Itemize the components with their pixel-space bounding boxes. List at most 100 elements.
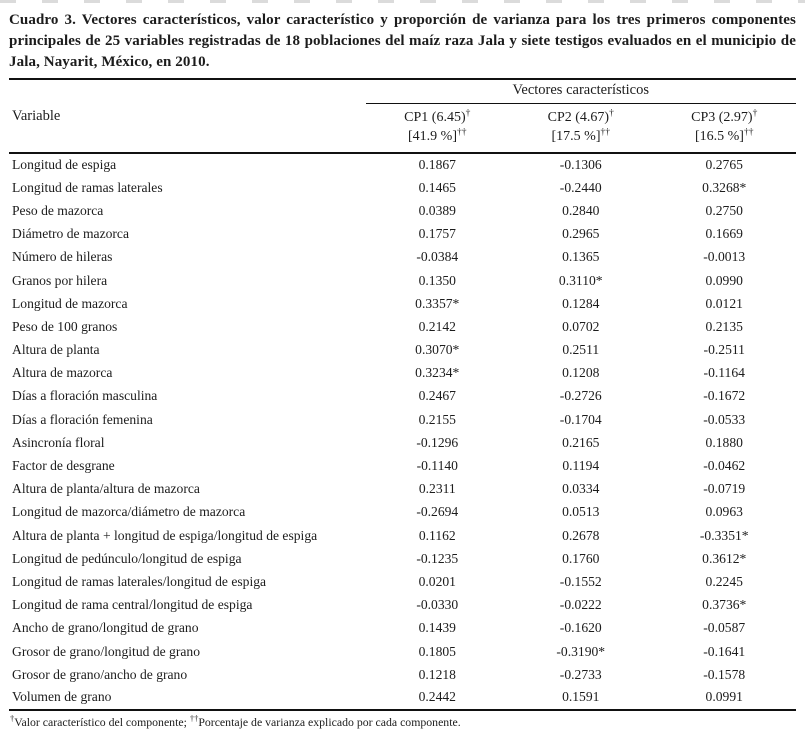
- row-cp1-value: 0.0389: [418, 202, 456, 218]
- row-variable-name: Peso de mazorca: [12, 202, 104, 218]
- cp3-variance-label: [16.5 %]: [694, 129, 744, 144]
- row-cp3-value: 0.1880: [705, 434, 743, 450]
- row-cp3-value: -0.0013: [703, 249, 746, 265]
- table-row: Ancho de grano/longitud de grano 0.1439 …: [9, 617, 796, 640]
- row-variable-name: Diámetro de mazorca: [12, 226, 129, 242]
- double-dagger-icon: ††: [189, 712, 199, 723]
- component-header-row: CP1 (6.45)† [41.9 %]†† CP2 (4.67)† [17.5…: [9, 103, 797, 154]
- row-cp1-value: 0.1465: [418, 179, 456, 195]
- row-cp2-value: 0.2965: [562, 226, 600, 242]
- table-row: Volumen de grano 0.2442 0.1591 0.0991: [9, 686, 796, 709]
- table-row: Longitud de espiga 0.1867 -0.1306 0.2765: [9, 153, 796, 176]
- row-cp2-value: 0.3110*: [558, 272, 603, 288]
- row-cp2-value: -0.2440: [559, 179, 602, 195]
- row-variable-name: Ancho de grano/longitud de grano: [12, 620, 199, 636]
- row-cp2-value: 0.0513: [562, 504, 600, 520]
- row-cp2-value: -0.2733: [559, 666, 602, 682]
- row-cp1-value: 0.1805: [418, 643, 456, 659]
- table-row: Peso de 100 granos 0.2142 0.0702 0.2135: [9, 315, 796, 338]
- row-cp2-value: -0.2726: [559, 388, 602, 404]
- row-cp1-value: -0.1235: [416, 550, 459, 566]
- row-cp2-value: 0.0334: [562, 481, 600, 497]
- row-variable-name: Longitud de rama central/longitud de esp…: [12, 597, 253, 613]
- pca-table: Variable Vectores característicos CP1 (6…: [9, 78, 796, 711]
- table-row: Longitud de mazorca 0.3357* 0.1284 0.012…: [9, 292, 796, 315]
- table-body: Longitud de espiga 0.1867 -0.1306 0.2765…: [9, 153, 796, 710]
- row-cp2-value: 0.1760: [562, 550, 600, 566]
- row-cp2-value: -0.0222: [559, 597, 602, 613]
- table-row: Grosor de grano/longitud de grano 0.1805…: [9, 640, 796, 663]
- row-cp1-value: 0.1439: [418, 620, 456, 636]
- dagger-icon: †: [609, 108, 614, 119]
- table-row: Longitud de ramas laterales 0.1465 -0.24…: [9, 176, 796, 199]
- row-cp1-value: 0.1757: [418, 226, 456, 242]
- table-row: Número de hileras -0.0384 0.1365 -0.0013: [9, 246, 796, 269]
- row-cp1-value: -0.0384: [416, 249, 459, 265]
- row-cp3-value: 0.2135: [705, 318, 743, 334]
- row-cp2-value: -0.1552: [559, 573, 602, 589]
- cp2-variance: [17.5 %]††: [509, 127, 652, 146]
- row-cp3-value: 0.2750: [705, 202, 743, 218]
- row-variable-name: Longitud de ramas laterales/longitud de …: [12, 573, 267, 589]
- row-cp2-value: 0.1208: [562, 365, 600, 381]
- row-cp1-value: 0.1218: [418, 666, 456, 682]
- row-cp2-value: 0.2165: [562, 434, 600, 450]
- cp1-variance-label: [41.9 %]: [408, 129, 458, 144]
- column-header-cp1: CP1 (6.45)† [41.9 %]††: [365, 103, 510, 154]
- cp2-label: CP2 (4.67): [547, 110, 610, 125]
- row-cp2-value: -0.1620: [559, 620, 602, 636]
- dagger-icon: †: [10, 712, 15, 723]
- row-variable-name: Asincronía floral: [12, 434, 105, 450]
- table-caption: Cuadro 3. Vectores característicos, valo…: [9, 12, 796, 70]
- cp3-eigenvalue: CP3 (2.97)†: [653, 108, 797, 127]
- row-cp1-value: 0.3234*: [415, 365, 460, 381]
- row-cp3-value: -0.0719: [703, 481, 746, 497]
- cp3-label: CP3 (2.97): [691, 110, 753, 125]
- table-row: Factor de desgrane -0.1140 0.1194 -0.046…: [9, 454, 796, 477]
- row-cp2-value: 0.1194: [562, 458, 600, 474]
- row-variable-name: Factor de desgrane: [12, 458, 115, 474]
- row-cp2-value: 0.2840: [562, 202, 600, 218]
- table-row: Granos por hilera 0.1350 0.3110* 0.0990: [9, 269, 796, 292]
- column-header-cp2: CP2 (4.67)† [17.5 %]††: [509, 103, 653, 154]
- row-cp2-value: -0.3190*: [556, 643, 606, 659]
- row-cp3-value: -0.0462: [703, 458, 746, 474]
- row-variable-name: Volumen de grano: [12, 689, 112, 705]
- row-variable-name: Longitud de pedúnculo/longitud de espiga: [12, 550, 242, 566]
- cp1-label: CP1 (6.45): [404, 110, 466, 125]
- vectors-group-header: Vectores característicos: [365, 79, 796, 104]
- row-variable-name: Longitud de espiga: [12, 157, 117, 173]
- row-cp1-value: -0.1140: [416, 458, 458, 474]
- table-footnote: †Valor característico del componente; ††…: [10, 712, 796, 729]
- table-row: Diámetro de mazorca 0.1757 0.2965 0.1669: [9, 223, 796, 246]
- table-row: Días a floración masculina 0.2467 -0.272…: [9, 385, 796, 408]
- table-row: Altura de planta 0.3070* 0.2511 -0.2511: [9, 339, 796, 362]
- row-cp3-value: -0.1641: [703, 643, 746, 659]
- table-row: Longitud de mazorca/diámetro de mazorca …: [9, 501, 796, 524]
- row-cp1-value: 0.0201: [418, 573, 456, 589]
- variable-column-header: Variable: [9, 79, 366, 154]
- row-cp3-value: 0.3612*: [702, 550, 747, 566]
- row-cp2-value: 0.1365: [562, 249, 600, 265]
- row-variable-name: Grosor de grano/longitud de grano: [12, 643, 201, 659]
- row-variable-name: Longitud de ramas laterales: [12, 179, 163, 195]
- row-variable-name: Peso de 100 granos: [12, 318, 118, 334]
- row-variable-name: Granos por hilera: [12, 272, 108, 288]
- table-row: Longitud de rama central/longitud de esp…: [9, 594, 796, 617]
- dagger-icon: †: [465, 108, 471, 119]
- document-page: Cuadro 3. Vectores característicos, valo…: [0, 3, 805, 729]
- column-header-cp3: CP3 (2.97)† [16.5 %]††: [652, 103, 797, 154]
- row-cp3-value: 0.3736*: [702, 597, 747, 613]
- footnote-text-eigenvalue: Valor característico del componente;: [14, 714, 190, 729]
- row-cp3-value: 0.3268*: [702, 179, 747, 195]
- table-row: Asincronía floral -0.1296 0.2165 0.1880: [9, 431, 796, 454]
- row-cp1-value: 0.2142: [418, 318, 456, 334]
- cp1-eigenvalue: CP1 (6.45)†: [366, 108, 509, 127]
- row-cp3-value: 0.0121: [705, 295, 743, 311]
- row-variable-name: Altura de mazorca: [12, 365, 113, 381]
- row-cp1-value: 0.1867: [418, 157, 456, 173]
- double-dagger-icon: ††: [743, 127, 754, 138]
- row-cp2-value: -0.1306: [559, 157, 602, 173]
- cp2-eigenvalue: CP2 (4.67)†: [509, 108, 652, 127]
- row-cp3-value: -0.0533: [703, 411, 746, 427]
